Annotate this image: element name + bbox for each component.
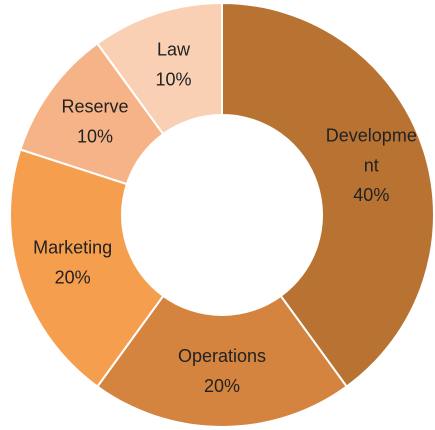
category-label-line: Reserve [61,96,128,116]
slice-label: Operations 20% [178,346,266,396]
category-label: Developme nt [326,125,417,175]
value-label: 20% [204,376,240,396]
category-label-line: Law [157,39,191,59]
donut-slice [221,1,435,388]
donut-slice [95,1,223,136]
category-label-line: Operations [178,346,266,366]
category-label: Law [157,39,191,59]
category-label: Operations [178,346,266,366]
value-label: 10% [155,69,191,89]
category-label-line: nt [364,155,379,175]
slice-label: Marketing 20% [33,237,112,287]
slice-label: Law 10% [155,39,191,89]
slice-label: Developme nt 40% [326,125,417,205]
category-label: Marketing [33,237,112,257]
value-label: 40% [353,185,389,205]
slice-label: Reserve 10% [61,96,128,146]
value-label: 20% [55,267,91,287]
donut-slice [95,294,349,428]
category-label-line: Marketing [33,237,112,257]
category-label-line: Developme [326,125,417,145]
donut-slice [9,148,165,388]
value-label: 10% [77,126,113,146]
category-label: Reserve [61,96,128,116]
